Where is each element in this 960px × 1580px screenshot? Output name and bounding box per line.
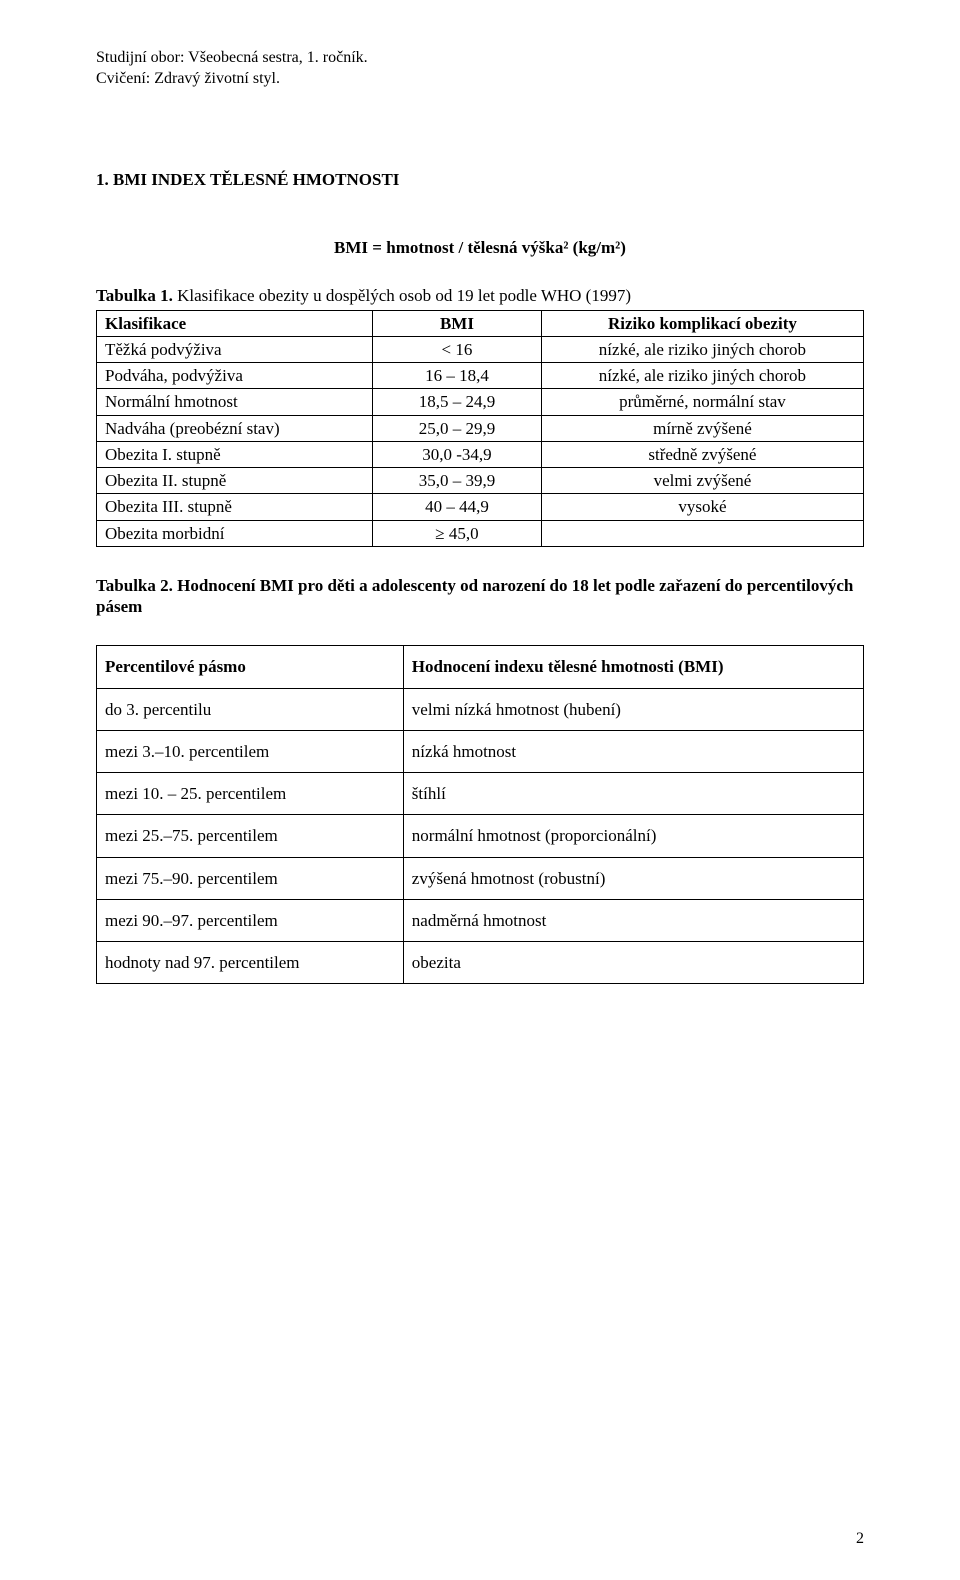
table-row: do 3. percentilu velmi nízká hmotnost (h… (97, 688, 864, 730)
table-cell: 35,0 – 39,9 (373, 468, 542, 494)
table-cell: Obezita III. stupně (97, 494, 373, 520)
table-cell: Obezita II. stupně (97, 468, 373, 494)
table-row: hodnoty nad 97. percentilem obezita (97, 942, 864, 984)
table-row: Nadváha (preobézní stav) 25,0 – 29,9 mír… (97, 415, 864, 441)
table-cell: Těžká podvýživa (97, 336, 373, 362)
table-cell: Obezita morbidní (97, 520, 373, 546)
table-cell: mezi 3.–10. percentilem (97, 730, 404, 772)
table1-header-row: Klasifikace BMI Riziko komplikací obezit… (97, 310, 864, 336)
table-cell: hodnoty nad 97. percentilem (97, 942, 404, 984)
page-number: 2 (856, 1530, 864, 1548)
table-cell: mezi 90.–97. percentilem (97, 899, 404, 941)
document-page: Studijní obor: Všeobecná sestra, 1. ročn… (0, 0, 960, 1580)
table-cell: < 16 (373, 336, 542, 362)
table-row: Obezita II. stupně 35,0 – 39,9 velmi zvý… (97, 468, 864, 494)
table-cell: štíhlí (403, 773, 863, 815)
table-cell: mezi 10. – 25. percentilem (97, 773, 404, 815)
table-cell: Obezita I. stupně (97, 441, 373, 467)
table-cell: 40 – 44,9 (373, 494, 542, 520)
table2-caption: Tabulka 2. Hodnocení BMI pro děti a adol… (96, 575, 864, 618)
table2-header-cell: Hodnocení indexu tělesné hmotnosti (BMI) (403, 646, 863, 688)
table-cell: nízké, ale riziko jiných chorob (541, 363, 863, 389)
table1-header-cell: BMI (373, 310, 542, 336)
table-cell: 25,0 – 29,9 (373, 415, 542, 441)
table-cell: středně zvýšené (541, 441, 863, 467)
table-cell: 18,5 – 24,9 (373, 389, 542, 415)
table-cell: do 3. percentilu (97, 688, 404, 730)
page-header-line-2: Cvičení: Zdravý životní styl. (96, 69, 864, 90)
table2-caption-bold: Tabulka 2. Hodnocení BMI pro děti a adol… (96, 576, 853, 616)
table-row: Obezita I. stupně 30,0 -34,9 středně zvý… (97, 441, 864, 467)
table1-caption: Tabulka 1. Klasifikace obezity u dospělý… (96, 286, 864, 306)
table-row: mezi 90.–97. percentilem nadměrná hmotno… (97, 899, 864, 941)
table-cell: velmi nízká hmotnost (hubení) (403, 688, 863, 730)
table2-header-row: Percentilové pásmo Hodnocení indexu těle… (97, 646, 864, 688)
table-cell: Podváha, podvýživa (97, 363, 373, 389)
table-cell: vysoké (541, 494, 863, 520)
table2: Percentilové pásmo Hodnocení indexu těle… (96, 645, 864, 984)
page-header-line-1: Studijní obor: Všeobecná sestra, 1. ročn… (96, 48, 864, 69)
table-row: mezi 25.–75. percentilem normální hmotno… (97, 815, 864, 857)
table-row: mezi 3.–10. percentilem nízká hmotnost (97, 730, 864, 772)
table-row: mezi 10. – 25. percentilem štíhlí (97, 773, 864, 815)
table1-header-cell: Riziko komplikací obezity (541, 310, 863, 336)
table1-caption-rest: Klasifikace obezity u dospělých osob od … (173, 286, 631, 305)
table-row: Obezita III. stupně 40 – 44,9 vysoké (97, 494, 864, 520)
table-cell: nadměrná hmotnost (403, 899, 863, 941)
table-row: Těžká podvýživa < 16 nízké, ale riziko j… (97, 336, 864, 362)
section-title: 1. BMI INDEX TĚLESNÉ HMOTNOSTI (96, 170, 864, 190)
table-cell: průměrné, normální stav (541, 389, 863, 415)
table-cell: zvýšená hmotnost (robustní) (403, 857, 863, 899)
table-cell: mírně zvýšené (541, 415, 863, 441)
table-cell: obezita (403, 942, 863, 984)
table1-caption-bold: Tabulka 1. (96, 286, 173, 305)
table-cell: Normální hmotnost (97, 389, 373, 415)
table-cell: ≥ 45,0 (373, 520, 542, 546)
table-row: Podváha, podvýživa 16 – 18,4 nízké, ale … (97, 363, 864, 389)
table-cell: normální hmotnost (proporcionální) (403, 815, 863, 857)
table-cell: nízké, ale riziko jiných chorob (541, 336, 863, 362)
bmi-formula: BMI = hmotnost / tělesná výška² (kg/m²) (96, 238, 864, 258)
table1: Klasifikace BMI Riziko komplikací obezit… (96, 310, 864, 547)
table-cell: mezi 25.–75. percentilem (97, 815, 404, 857)
table-cell: 30,0 -34,9 (373, 441, 542, 467)
table-cell: nízká hmotnost (403, 730, 863, 772)
table-cell: Nadváha (preobézní stav) (97, 415, 373, 441)
table2-header-cell: Percentilové pásmo (97, 646, 404, 688)
table-row: mezi 75.–90. percentilem zvýšená hmotnos… (97, 857, 864, 899)
table-cell (541, 520, 863, 546)
table-row: Normální hmotnost 18,5 – 24,9 průměrné, … (97, 389, 864, 415)
table-cell: velmi zvýšené (541, 468, 863, 494)
table1-header-cell: Klasifikace (97, 310, 373, 336)
table-row: Obezita morbidní ≥ 45,0 (97, 520, 864, 546)
table-cell: 16 – 18,4 (373, 363, 542, 389)
table-cell: mezi 75.–90. percentilem (97, 857, 404, 899)
